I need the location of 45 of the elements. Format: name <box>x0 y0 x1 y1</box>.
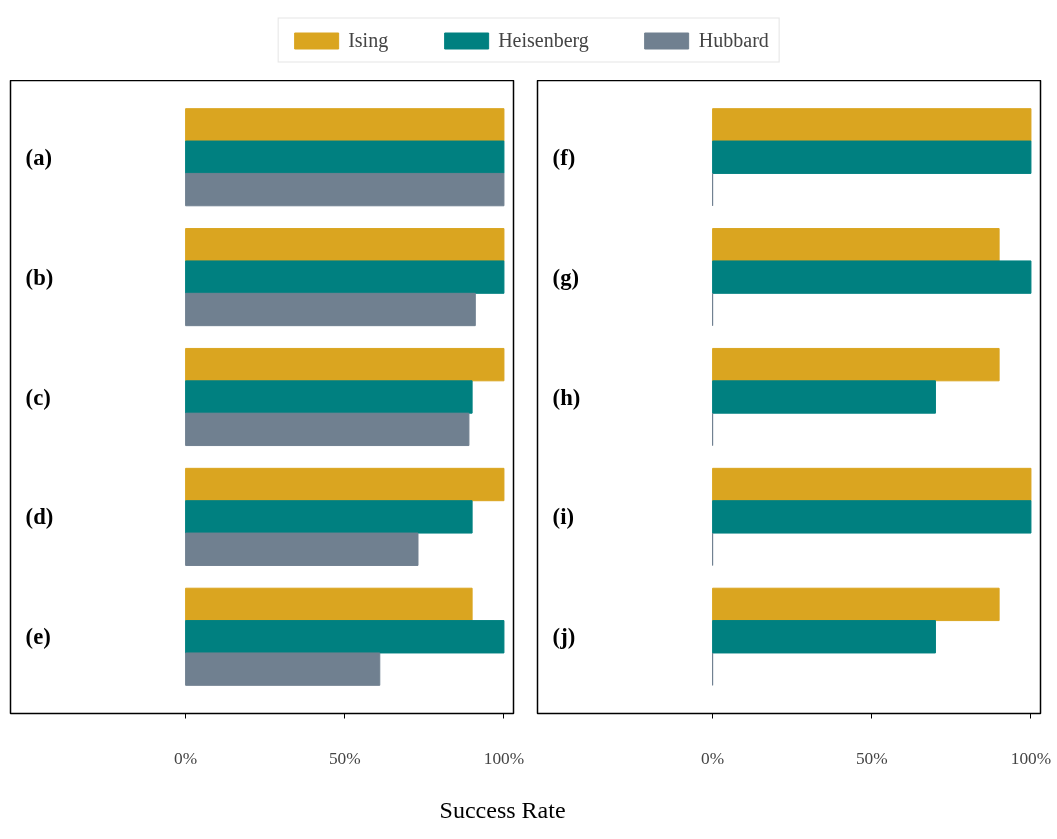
bar <box>185 620 505 654</box>
y-tick-label: (d) <box>25 504 54 530</box>
bar <box>712 500 1032 534</box>
bar <box>185 532 419 566</box>
y-tick-label: (e) <box>25 624 51 650</box>
x-tick-label: 0% <box>701 748 725 768</box>
y-tick-label: (g) <box>552 264 580 290</box>
bar <box>712 228 1000 262</box>
bar <box>712 380 936 414</box>
bar <box>185 140 505 174</box>
bar <box>712 620 936 654</box>
bar <box>185 587 473 622</box>
bar <box>185 412 470 447</box>
bar <box>712 467 1032 502</box>
bar <box>712 347 1000 382</box>
bar <box>185 380 473 414</box>
legend-label: Hubbard <box>698 28 769 52</box>
bar <box>712 108 1032 142</box>
y-tick-label: (i) <box>552 504 574 530</box>
bar <box>185 652 381 686</box>
bar <box>185 260 505 294</box>
y-tick-label: (c) <box>25 384 51 410</box>
bar <box>712 140 1032 174</box>
y-tick-label: (b) <box>25 264 54 290</box>
bar <box>185 500 473 534</box>
x-tick-label: 100% <box>483 748 525 768</box>
legend-label: Ising <box>348 28 389 52</box>
x-axis-title: Success Rate <box>439 796 566 823</box>
y-tick-label: (f) <box>552 144 576 170</box>
bar <box>185 172 505 207</box>
y-tick-label: (j) <box>552 624 576 650</box>
y-tick-label: (a) <box>25 144 53 170</box>
bar <box>185 347 505 382</box>
bar <box>712 587 1000 622</box>
x-tick-label: 0% <box>174 748 198 768</box>
bar <box>185 228 505 262</box>
bar <box>185 467 505 502</box>
bar <box>185 108 505 142</box>
bar <box>712 260 1032 294</box>
x-tick-label: 50% <box>328 748 361 768</box>
bar <box>185 292 476 327</box>
legend-label: Heisenberg <box>498 28 589 52</box>
x-tick-label: 100% <box>1010 748 1052 768</box>
y-tick-label: (h) <box>552 384 581 410</box>
x-tick-label: 50% <box>855 748 888 768</box>
